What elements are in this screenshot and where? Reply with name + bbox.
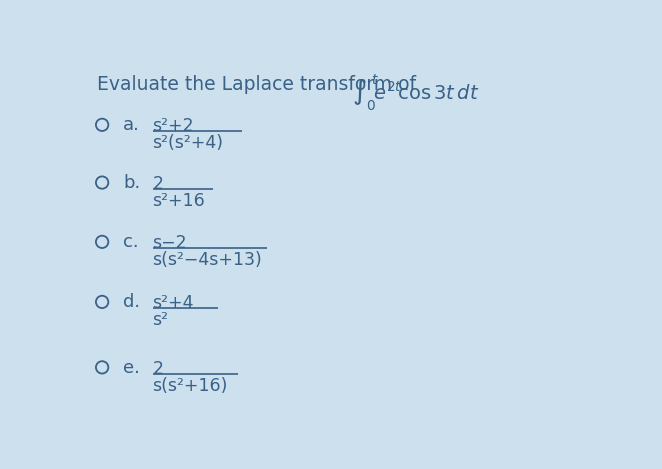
Text: Evaluate the Laplace transform of: Evaluate the Laplace transform of	[97, 75, 416, 94]
Text: $\int_0^{\,t}\!e^{2t}\!\cos 3t\,dt$: $\int_0^{\,t}\!e^{2t}\!\cos 3t\,dt$	[352, 72, 480, 113]
Text: a.: a.	[123, 116, 140, 134]
Text: d.: d.	[123, 294, 140, 311]
Text: s(s²−4s+13): s(s²−4s+13)	[152, 251, 262, 269]
Text: s²+2: s²+2	[152, 117, 194, 135]
Text: c.: c.	[123, 234, 138, 251]
Text: s²+16: s²+16	[152, 192, 205, 210]
Text: s²: s²	[152, 311, 169, 329]
Text: 2: 2	[152, 360, 164, 378]
Text: 2: 2	[152, 175, 164, 193]
Text: b.: b.	[123, 174, 140, 192]
Text: s²+4: s²+4	[152, 294, 194, 312]
Text: s(s²+16): s(s²+16)	[152, 377, 228, 394]
Text: s−2: s−2	[152, 234, 187, 252]
Text: s²(s²+4): s²(s²+4)	[152, 134, 224, 152]
Text: e.: e.	[123, 359, 140, 377]
